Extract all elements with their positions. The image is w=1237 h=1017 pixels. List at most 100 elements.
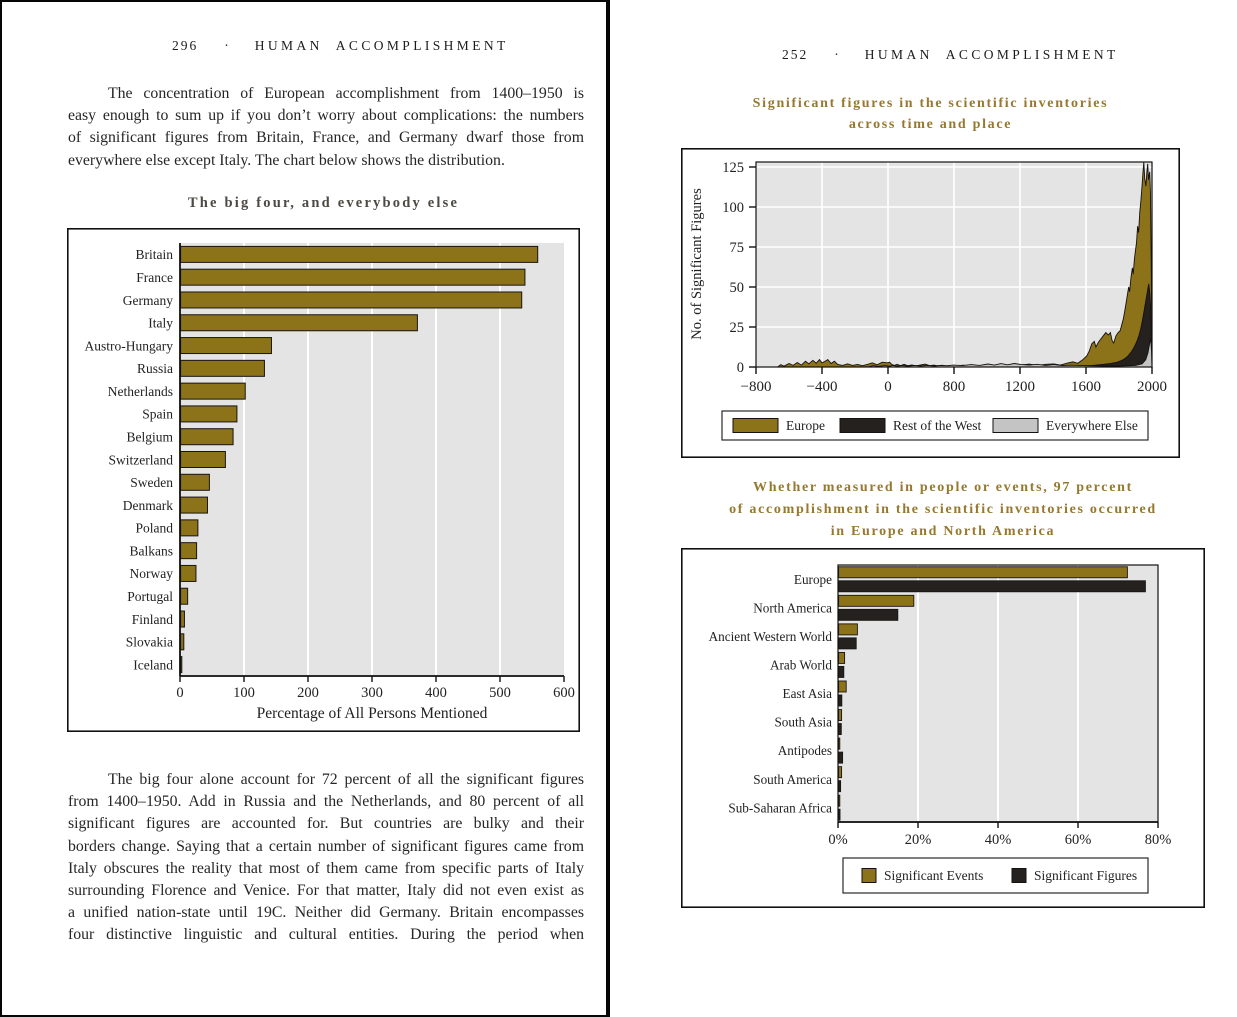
bar-label: Poland	[135, 521, 173, 536]
chart3-title-line: Whether measured in people or events, 97…	[753, 480, 1133, 495]
area-rest-of-the-west	[756, 283, 1152, 367]
bar-label: Europe	[794, 572, 832, 587]
bar-events	[838, 623, 858, 636]
text-line: significant figures are accounted for. B…	[68, 815, 584, 833]
chart2-title: Significant figures in the scientific in…	[681, 93, 1180, 135]
bar	[180, 405, 238, 423]
x-tick-label: −800	[741, 379, 772, 395]
left-paragraph-2: The big four alone account for 72 percen…	[68, 769, 584, 947]
bar-label: Spain	[142, 407, 173, 422]
bar-figures	[838, 808, 841, 821]
x-tick-label: 100	[233, 685, 255, 701]
bar-figures	[838, 580, 1146, 593]
legend-label: Significant Events	[884, 868, 983, 883]
legend-swatch	[839, 418, 886, 433]
legend-label: Everywhere Else	[1046, 418, 1138, 433]
chart2-title-line: across time and place	[848, 117, 1013, 132]
chart-border	[681, 148, 1180, 458]
page-divider-line	[606, 0, 610, 1017]
bar	[180, 587, 189, 605]
bar	[180, 451, 226, 468]
bar	[180, 359, 265, 377]
bar-label: Switzerland	[109, 452, 174, 467]
x-axis-title: Percentage of All Persons Mentioned	[257, 705, 488, 722]
bar-label: Slovakia	[126, 635, 173, 650]
right-page-number: 252	[782, 47, 809, 62]
chart2-title-line: Significant figures in the scientific in…	[752, 96, 1109, 111]
bar-figures	[838, 665, 845, 678]
left-running-head-title: HUMAN ACCOMPLISHMENT	[254, 38, 509, 53]
bar-label: Finland	[132, 612, 174, 627]
x-tick-label: 80%	[1145, 832, 1172, 848]
grouped-bar-chart-svg: Europe North America Ancient Western World…	[681, 548, 1205, 908]
legend-swatch	[992, 418, 1039, 433]
bar-label: South America	[753, 772, 832, 787]
bar-label: Balkans	[130, 543, 174, 558]
bar-label: Norway	[130, 566, 174, 581]
bar	[180, 245, 539, 263]
x-tick-label: −400	[807, 379, 838, 395]
chart-big-four: Britain France Germany Italy Austro-Hungary R…	[67, 228, 580, 732]
legend-label: Europe	[786, 418, 825, 433]
left-paragraph-1: The concentration of European accomplish…	[68, 83, 584, 172]
y-axis-title: No. of Significant Figures	[689, 188, 705, 340]
bar-label: Arab World	[770, 658, 832, 673]
bar	[180, 337, 272, 355]
bar-label: Germany	[123, 293, 173, 308]
area-chart-svg: 0 25 50 75 100 125 −800 −400 0 800 1200 1600 2000 No.…	[681, 148, 1180, 458]
y-tick-label: 50	[730, 280, 745, 296]
bar-events	[838, 709, 843, 722]
bar-figures	[838, 608, 899, 621]
y-tick-label: 100	[722, 200, 744, 216]
legend-swatch	[861, 868, 877, 883]
right-head-dot: ·	[834, 47, 839, 62]
bottom-page-edge-line	[0, 1015, 610, 1017]
x-tick-label: 800	[943, 379, 966, 395]
x-tick-label: 400	[425, 685, 447, 701]
bar	[180, 633, 185, 651]
bar-label: Britain	[136, 247, 174, 262]
legend-label: Rest of the West	[893, 418, 982, 433]
text-line: a unified nation-state until 19C. Neithe…	[68, 904, 584, 922]
bar-events	[838, 651, 846, 664]
bar-events	[838, 766, 843, 779]
y-tick-label: 125	[722, 160, 744, 176]
bar-label: France	[136, 270, 173, 285]
x-tick-label: 200	[297, 685, 319, 701]
x-tick-label: 500	[489, 685, 511, 701]
left-page-number: 296	[172, 38, 199, 53]
bar-label: Portugal	[127, 589, 173, 604]
top-page-edge-line	[0, 0, 610, 2]
text-line: borders change. Saying that a certain nu…	[68, 837, 584, 855]
chart3-title-line: of accomplishment in the scientific inve…	[729, 502, 1157, 517]
y-tick-label: 75	[730, 240, 745, 256]
bar-label: Denmark	[123, 498, 173, 513]
left-page-edge-line	[0, 0, 2, 1017]
x-tick-label: 0%	[828, 832, 847, 848]
bar-label: Belgium	[127, 430, 174, 445]
bar-events	[838, 594, 915, 607]
bar-events	[838, 737, 841, 750]
bar-label: Austro-Hungary	[85, 338, 174, 353]
text-line: from 1400–1950. Add in Russia and the Ne…	[68, 793, 584, 811]
x-tick-label: 40%	[985, 832, 1012, 848]
x-tick-label: 0	[176, 685, 183, 701]
text-line: surrounding Florence and Venice. For tha…	[68, 882, 584, 900]
chart-border	[681, 548, 1205, 908]
bar	[180, 268, 526, 286]
left-head-dot: ·	[224, 38, 229, 53]
text-line: The concentration of European accomplish…	[108, 85, 584, 102]
bar	[180, 473, 210, 491]
bar-figures	[838, 723, 842, 736]
chart3-title: Whether measured in people or events, 97…	[681, 477, 1205, 543]
text-line: Italy obscures the reality that most of …	[68, 859, 584, 877]
chart-border	[67, 228, 580, 732]
bar-label: Ancient Western World	[709, 629, 833, 644]
bar-events	[838, 566, 1128, 579]
bar-label: Antipodes	[778, 743, 832, 758]
y-tick-label: 0	[737, 360, 744, 376]
bar-label: North America	[753, 600, 832, 615]
area-series-group	[756, 162, 1152, 367]
area-europe	[756, 162, 1152, 367]
